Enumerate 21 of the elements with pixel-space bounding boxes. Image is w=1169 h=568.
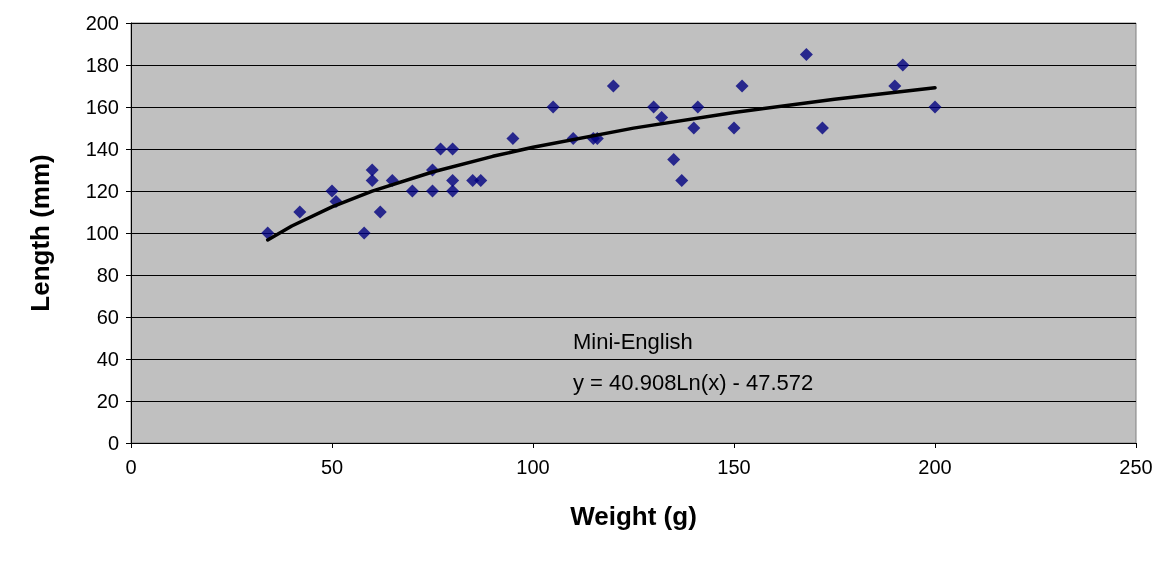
y-tick-label: 160 [85, 96, 119, 118]
y-tick-label: 60 [96, 306, 119, 328]
y-tick-label: 40 [96, 348, 119, 370]
x-tick-label: 250 [1119, 456, 1153, 478]
x-tick-label: 100 [516, 456, 550, 478]
y-tick-label: 80 [96, 264, 119, 286]
y-tick-label: 120 [85, 180, 119, 202]
x-tick-label: 200 [918, 456, 952, 478]
x-tick-label: 0 [125, 456, 137, 478]
annotation: y = 40.908Ln(x) - 47.572 [573, 369, 814, 395]
y-tick-label: 200 [85, 12, 119, 34]
annotation: Mini-English [573, 328, 693, 354]
y-axis-title: Length (mm) [25, 154, 55, 312]
y-tick-label: 0 [107, 432, 119, 454]
x-axis-title: Weight (g) [570, 501, 697, 531]
y-tick-label: 100 [85, 222, 119, 244]
x-tick-label: 150 [717, 456, 751, 478]
y-tick-label: 140 [85, 138, 119, 160]
y-tick-label: 20 [96, 390, 119, 412]
x-tick-label: 50 [320, 456, 344, 478]
y-tick-label: 180 [85, 54, 119, 76]
